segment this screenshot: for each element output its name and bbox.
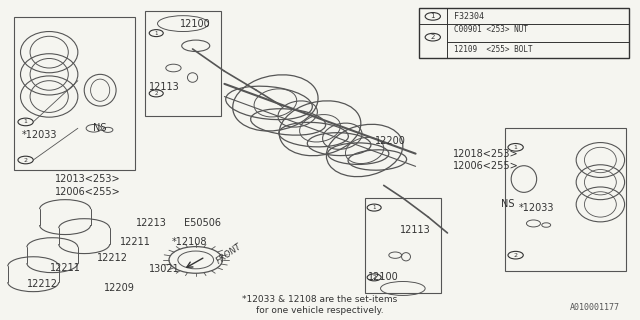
Text: E50506: E50506 [184,219,221,228]
Text: 1: 1 [24,119,28,124]
Text: *12033 & 12108 are the set-items: *12033 & 12108 are the set-items [243,295,397,304]
Text: 12209: 12209 [104,284,134,293]
Bar [145,11,221,116]
Text: NS: NS [501,199,515,209]
Text: 13021: 13021 [148,264,179,275]
Text: 12006<255>: 12006<255> [453,161,518,171]
Text: for one vehicle respectively.: for one vehicle respectively. [256,306,384,315]
Text: 12006<255>: 12006<255> [54,187,120,197]
Text: 1: 1 [514,145,518,150]
Text: 12100: 12100 [369,272,399,282]
Text: 12212: 12212 [97,253,129,263]
Text: C00901 <253> NUT: C00901 <253> NUT [454,25,528,34]
Text: 2: 2 [431,34,435,40]
Text: 12013<253>: 12013<253> [54,174,120,184]
Text: 12200: 12200 [374,136,406,146]
Text: F32304: F32304 [454,12,484,21]
Text: NS: NS [93,123,107,133]
Bar [505,128,626,271]
Text: 12213: 12213 [136,219,166,228]
Text: 12211: 12211 [120,237,150,247]
Text: 12212: 12212 [28,279,58,289]
Text: 12109  <255> BOLT: 12109 <255> BOLT [454,45,532,54]
Text: 1: 1 [154,31,158,36]
Text: 1: 1 [372,205,376,210]
Text: 12211: 12211 [50,263,81,273]
Text: FRONT: FRONT [215,242,244,266]
Text: *12033: *12033 [22,130,58,140]
Text: 2: 2 [154,91,158,96]
Text: 2: 2 [24,157,28,163]
Bar [14,17,135,170]
Text: 2: 2 [514,253,518,258]
Text: 12018<253>: 12018<253> [453,149,518,159]
Bar [365,198,441,293]
Text: A010001177: A010001177 [570,303,620,312]
Text: 2: 2 [372,275,376,280]
Text: *12108: *12108 [172,237,207,247]
Text: *12033: *12033 [519,203,554,212]
Text: 12113: 12113 [148,82,179,92]
Text: 12113: 12113 [400,225,431,235]
Bar [419,8,629,59]
Text: 12100: 12100 [180,19,211,28]
Text: 1: 1 [431,13,435,20]
